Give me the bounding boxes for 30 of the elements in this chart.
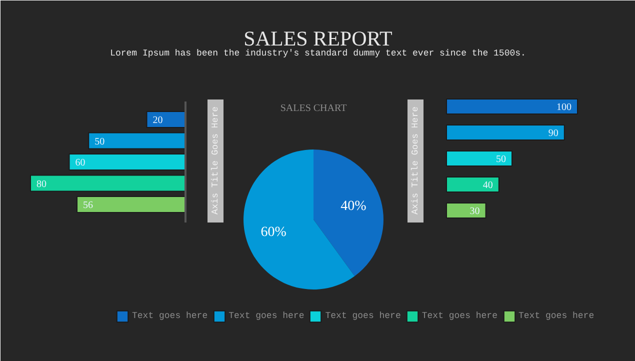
data-label: 40% xyxy=(340,199,367,214)
bar xyxy=(446,202,486,218)
bar xyxy=(76,196,186,213)
bar xyxy=(446,98,578,114)
data-label: 50 xyxy=(94,136,105,148)
bar xyxy=(446,176,500,192)
data-label: 20 xyxy=(152,115,163,126)
bar xyxy=(446,124,565,140)
chart-title: SALES REPORT xyxy=(244,26,393,50)
data-label: 100 xyxy=(556,102,572,113)
legend-label: Text goes here xyxy=(132,311,208,321)
text: SALES CHART xyxy=(280,103,347,114)
legend-label: Text goes here xyxy=(228,311,304,321)
chart-subtitle: Lorem Ipsum has been the industry's standard dummy text ever since the 1500s. xyxy=(110,48,526,58)
bar xyxy=(68,154,186,170)
data-label: 50 xyxy=(496,154,506,165)
data-label: 60% xyxy=(260,224,287,240)
data-label: 80 xyxy=(36,178,46,190)
bar xyxy=(146,111,186,128)
data-label: 56 xyxy=(83,200,93,211)
legend-label: Text goes here xyxy=(518,311,594,321)
bar xyxy=(30,174,186,192)
bar xyxy=(88,132,186,150)
data-label: 40 xyxy=(482,180,493,191)
data-label: 60 xyxy=(75,158,86,168)
data-label: 30 xyxy=(470,206,480,217)
legend-label: Text goes here xyxy=(422,311,498,321)
legend-label: Text goes here xyxy=(325,311,401,321)
data-label: 90 xyxy=(548,128,558,139)
bar xyxy=(446,150,512,166)
